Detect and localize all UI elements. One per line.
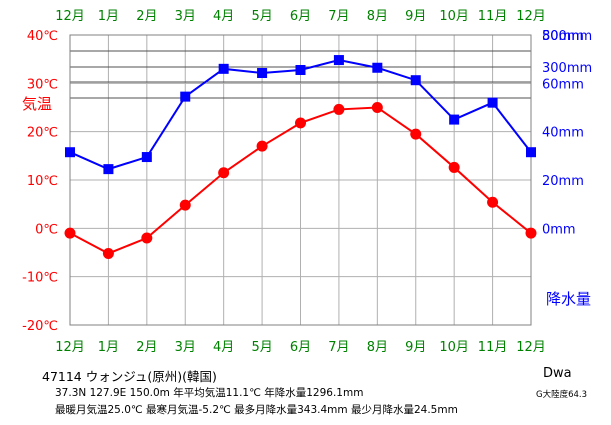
- month-label-bottom: 10月: [439, 340, 469, 355]
- precipitation-point: [333, 55, 344, 66]
- precipitation-point: [257, 68, 268, 78]
- month-label-top: 3月: [175, 9, 196, 24]
- temperature-tick-label: 40℃: [27, 29, 58, 44]
- precipitation-point: [372, 62, 383, 73]
- precipitation-point: [526, 147, 536, 158]
- temperature-point: [410, 128, 422, 140]
- temperature-tick-label: 10℃: [27, 174, 58, 189]
- temperature-tick-label: 20℃: [27, 126, 58, 141]
- temperature-tick-label: -20℃: [22, 319, 58, 334]
- temperature-point: [179, 199, 191, 211]
- month-label-top: 5月: [251, 9, 272, 24]
- month-label-top: 2月: [136, 9, 157, 24]
- month-label-bottom: 8月: [367, 340, 388, 355]
- month-label-bottom: 1月: [98, 340, 119, 355]
- precipitation-point: [487, 97, 498, 108]
- month-label-top: 4月: [213, 9, 234, 24]
- temperature-tick-label: 30℃: [27, 77, 58, 92]
- month-label-top: 10月: [439, 9, 469, 24]
- precipitation-tick-label: 60mm: [542, 77, 584, 92]
- station-name: 47114 ウォンジュ(原州)(韓国): [42, 369, 217, 384]
- precipitation-point: [449, 114, 460, 125]
- temperature-tick-label: 0℃: [35, 222, 58, 237]
- temperature-point: [333, 103, 345, 115]
- temperature-axis-label: 気温: [22, 95, 52, 113]
- month-label-bottom: 5月: [251, 340, 272, 355]
- month-label-bottom: 11月: [478, 340, 508, 355]
- precipitation-axis-label: 降水量: [546, 290, 591, 308]
- precipitation-point: [218, 63, 229, 74]
- month-label-top: 6月: [290, 9, 311, 24]
- temperature-point: [371, 102, 383, 113]
- month-label-bottom: 7月: [328, 340, 349, 355]
- precipitation-point: [65, 147, 75, 158]
- month-label-top: 9月: [405, 9, 426, 24]
- month-label-bottom: 2月: [136, 340, 157, 355]
- station-summary-line-1: 37.3N 127.9E 150.0m 年平均気温11.1℃ 年降水量1296.…: [55, 387, 364, 399]
- temperature-point: [64, 227, 76, 239]
- month-label-bottom: 4月: [213, 340, 234, 355]
- temperature-point: [448, 161, 460, 173]
- precipitation-point: [141, 152, 152, 163]
- temperature-point: [295, 117, 306, 129]
- precipitation-point: [180, 91, 191, 102]
- month-label-top: 8月: [367, 9, 388, 24]
- temperature-point: [525, 227, 537, 239]
- precipitation-tick-label: 20mm: [542, 174, 584, 189]
- precipitation-tick-label: 80mm: [542, 29, 584, 44]
- temperature-point: [141, 232, 153, 244]
- month-label-top: 1月: [98, 9, 119, 24]
- month-label-bottom: 12月: [55, 340, 85, 355]
- month-label-bottom: 12月: [516, 340, 546, 355]
- temperature-point: [102, 247, 114, 259]
- temperature-point: [487, 196, 499, 208]
- month-label-bottom: 3月: [175, 340, 196, 355]
- plot-frame: [69, 34, 532, 326]
- temperature-point: [218, 167, 230, 179]
- month-label-bottom: 9月: [405, 340, 426, 355]
- precipitation-point: [410, 75, 421, 86]
- precipitation-tick-label: 40mm: [542, 126, 584, 141]
- month-label-top: 12月: [55, 9, 85, 24]
- station-summary-line-2: 最暖月気温25.0℃ 最寒月気温-5.2℃ 最多月降水量343.4mm 最少月降…: [55, 404, 458, 416]
- month-label-bottom: 6月: [290, 340, 311, 355]
- koppen-climate-class: Dwa: [543, 366, 572, 381]
- month-label-top: 12月: [516, 9, 546, 24]
- temperature-tick-label: -10℃: [22, 271, 58, 286]
- continentality-index: G大陸度64.3: [536, 390, 588, 400]
- precipitation-point: [103, 164, 114, 175]
- precipitation-point: [295, 65, 306, 75]
- month-label-top: 11月: [478, 9, 508, 24]
- precipitation-tick-label: 0mm: [542, 222, 576, 237]
- month-label-top: 7月: [328, 9, 349, 24]
- temperature-point: [256, 140, 268, 152]
- precipitation-tick-label: 500mm: [542, 29, 592, 44]
- precipitation-tick-label: 300mm: [542, 61, 592, 76]
